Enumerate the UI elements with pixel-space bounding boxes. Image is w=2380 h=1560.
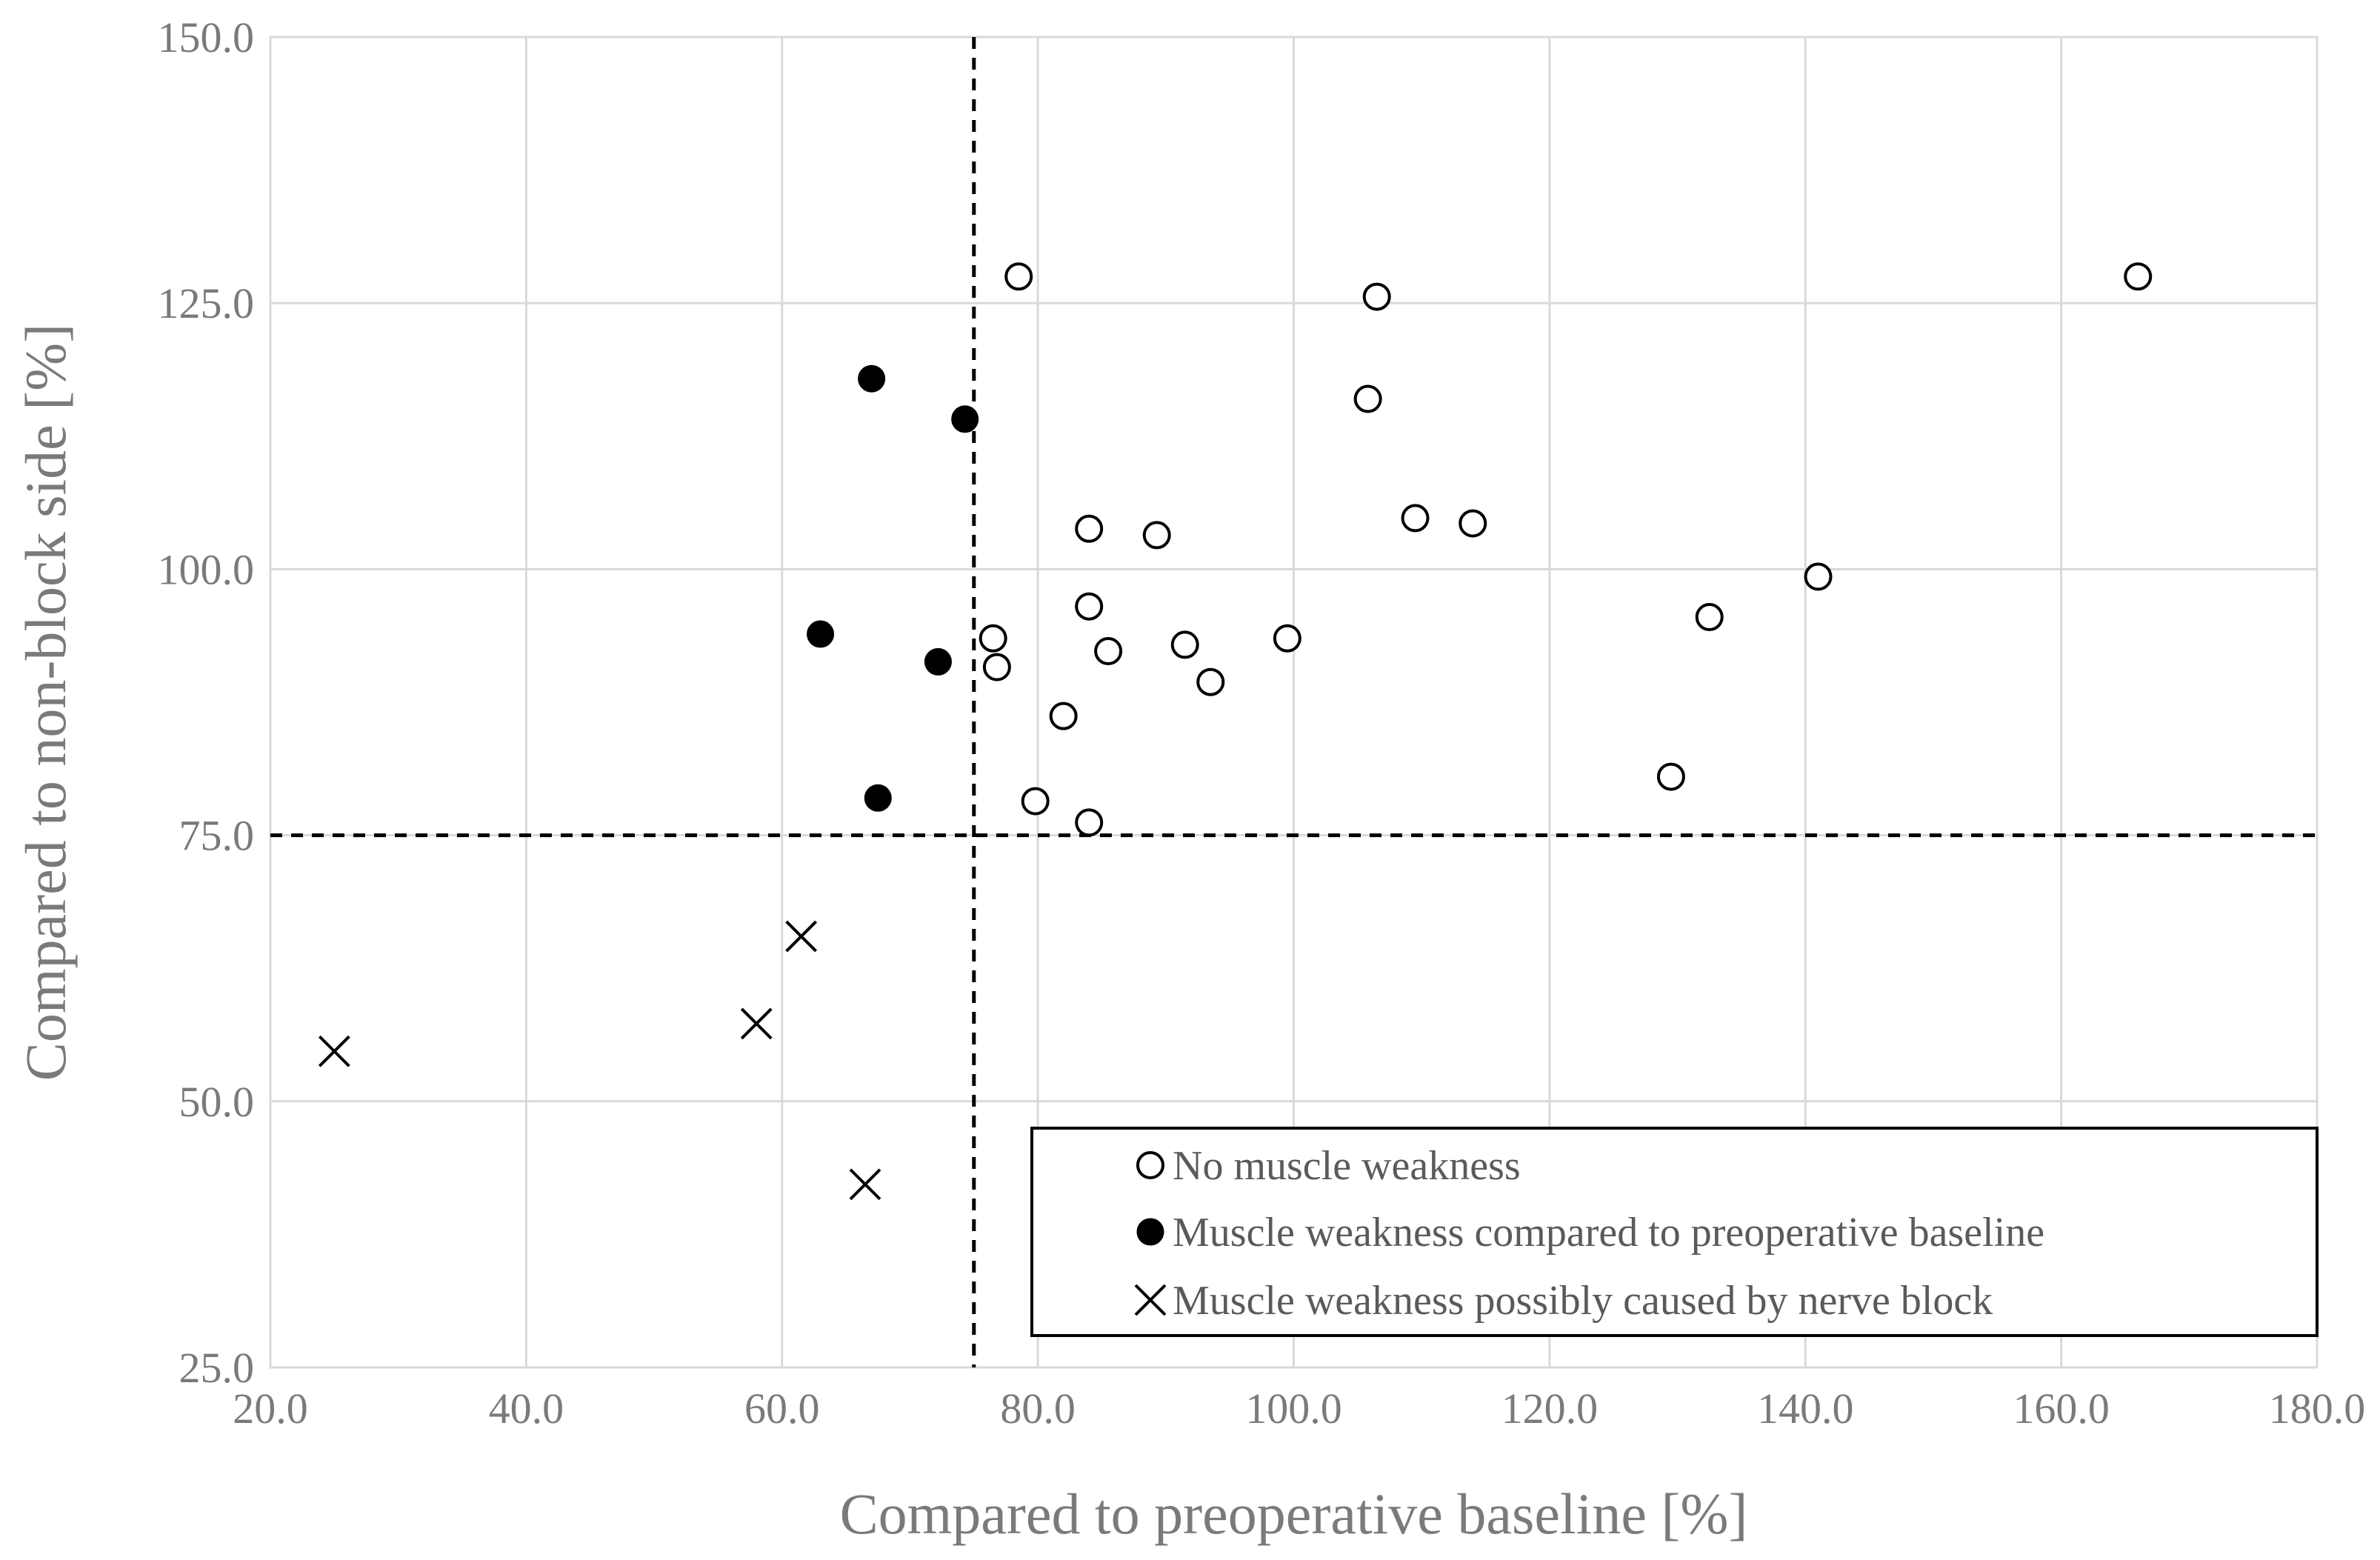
legend-label-3: Muscle weakness possibly caused by nerve… [1173, 1278, 1993, 1324]
legend-marker-2 [1136, 1218, 1164, 1246]
legend-label-2: Muscle weakness compared to preoperative… [1173, 1210, 2044, 1256]
x-tick-label: 20.0 [233, 1384, 308, 1433]
point-no-weakness [1075, 514, 1104, 543]
point-no-weakness [1804, 562, 1833, 591]
legend-label-1: No muscle weakness [1173, 1143, 1521, 1189]
plot-area-border [269, 36, 2319, 1369]
legend-box [1030, 1127, 2319, 1337]
point-no-weakness [1459, 509, 1487, 538]
x-tick-label: 160.0 [2013, 1384, 2110, 1433]
point-no-weakness [1401, 504, 1430, 533]
point-weakness-baseline [951, 405, 979, 433]
point-no-weakness [2124, 262, 2153, 291]
point-no-weakness [1170, 630, 1199, 659]
y-tick-label: 150.0 [158, 13, 255, 61]
x-axis-tick-labels: 20.0 40.0 60.0 80.0 100.0 120.0 140.0 160.0 180.… [233, 1384, 2365, 1433]
legend-marker-1 [1136, 1151, 1164, 1179]
y-tick-label: 125.0 [158, 279, 255, 327]
x-tick-label: 120.0 [1501, 1384, 1599, 1433]
point-no-weakness [1094, 637, 1123, 666]
point-weakness-nerve-block [318, 1035, 350, 1067]
x-axis-title: Compared to preoperative baseline [%] [840, 1481, 1748, 1546]
y-axis-tick-labels: 25.0 50.0 75.0 100.0 125.0 150.0 [158, 13, 255, 1392]
point-weakness-baseline [858, 364, 886, 393]
x-tick-label: 180.0 [2269, 1384, 2366, 1433]
point-no-weakness [982, 653, 1011, 681]
point-no-weakness [1075, 808, 1104, 837]
point-no-weakness [1142, 521, 1171, 550]
point-no-weakness [1273, 624, 1301, 653]
reference-lines [270, 37, 2317, 1367]
legend-marker-3 [1134, 1284, 1167, 1316]
point-no-weakness [1196, 667, 1225, 696]
x-tick-label: 140.0 [1757, 1384, 1854, 1433]
point-no-weakness [979, 624, 1007, 653]
y-tick-label: 25.0 [179, 1344, 255, 1392]
point-weakness-baseline [864, 784, 892, 812]
point-weakness-nerve-block [849, 1168, 881, 1201]
y-tick-label: 50.0 [179, 1078, 255, 1126]
point-no-weakness [1049, 701, 1078, 730]
legend: No muscle weakness Muscle weakness compar… [1030, 1127, 2319, 1337]
point-weakness-baseline [924, 647, 952, 676]
point-weakness-baseline [807, 620, 835, 648]
point-no-weakness [1656, 762, 1685, 791]
point-no-weakness [1021, 787, 1050, 816]
y-tick-label: 75.0 [179, 812, 255, 860]
point-no-weakness [1004, 262, 1033, 291]
data-points [318, 262, 2153, 1201]
point-no-weakness [1075, 592, 1104, 621]
point-weakness-nerve-block [785, 920, 818, 953]
point-no-weakness [1362, 282, 1391, 311]
y-axis-title: Compared to non-block side [%] [13, 324, 78, 1081]
x-tick-label: 60.0 [744, 1384, 820, 1433]
point-weakness-nerve-block [740, 1007, 773, 1040]
y-tick-label: 100.0 [158, 545, 255, 593]
point-no-weakness [1695, 603, 1724, 632]
x-tick-label: 80.0 [1000, 1384, 1076, 1433]
point-no-weakness [1353, 384, 1382, 413]
x-tick-label: 100.0 [1245, 1384, 1342, 1433]
x-tick-label: 40.0 [489, 1384, 564, 1433]
